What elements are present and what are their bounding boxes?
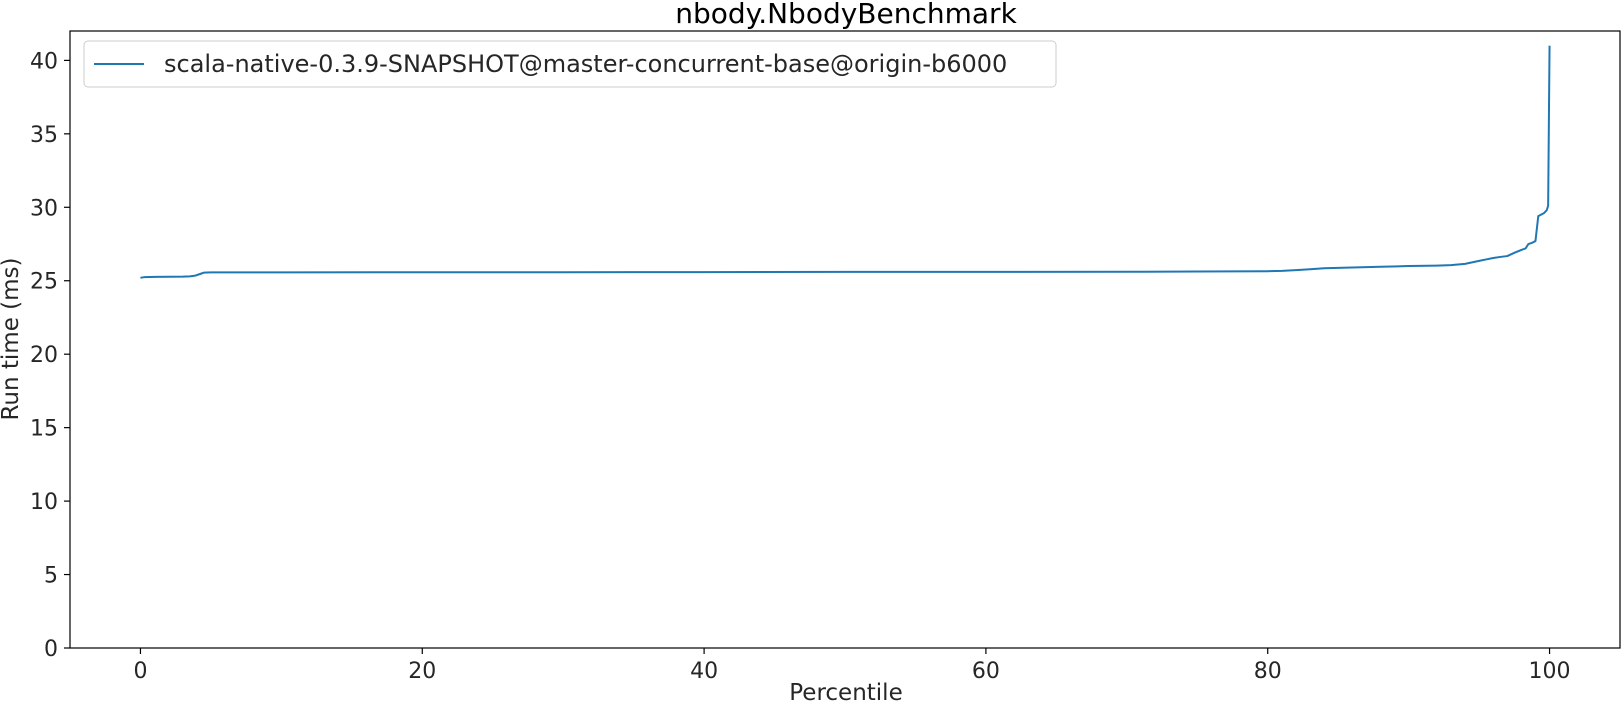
plot-frame [69, 30, 1621, 649]
y-tick-label: 30 [30, 196, 58, 221]
x-tick-label: 40 [690, 659, 718, 684]
y-tick-label: 15 [30, 417, 58, 442]
y-tick-label: 10 [30, 490, 58, 515]
x-tick-label: 60 [972, 659, 1000, 684]
plot-area [69, 30, 1621, 649]
y-tick-label: 20 [30, 343, 58, 368]
series-layer [140, 45, 1551, 279]
x-axis: 0 20 40 60 80 100 [133, 648, 1571, 684]
y-axis-label: Run time (ms) [0, 257, 24, 420]
y-tick-label: 0 [44, 637, 58, 662]
y-tick-label: 40 [30, 49, 58, 74]
y-tick-label: 25 [30, 270, 58, 295]
y-tick-label: 35 [30, 123, 58, 148]
series-line-0 [140, 45, 1551, 279]
y-tick-label: 5 [44, 564, 58, 589]
legend: scala-native-0.3.9-SNAPSHOT@master-concu… [83, 40, 1057, 88]
legend-entry-label: scala-native-0.3.9-SNAPSHOT@master-concu… [164, 50, 1007, 78]
chart-title: nbody.NbodyBenchmark [675, 0, 1017, 30]
x-tick-label: 80 [1254, 659, 1282, 684]
x-tick-label: 20 [408, 659, 436, 684]
legend-frame [83, 40, 1057, 88]
x-tick-label: 0 [133, 659, 147, 684]
x-tick-label: 100 [1529, 659, 1571, 684]
x-axis-label: Percentile [789, 680, 902, 706]
y-axis: 0 5 10 15 20 25 30 35 40 [30, 49, 70, 662]
